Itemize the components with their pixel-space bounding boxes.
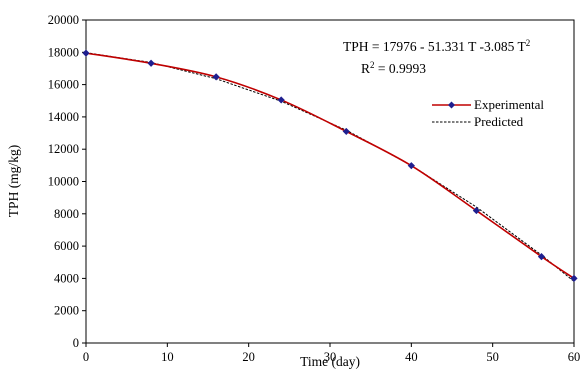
- x-tick-label: 50: [486, 350, 499, 364]
- y-tick-label: 10000: [48, 175, 79, 189]
- regression-equation-text: TPH = 17976 - 51.331 T -3.085 T: [343, 39, 526, 54]
- r-squared-symbol: R: [361, 61, 370, 76]
- y-tick-label: 6000: [54, 239, 79, 253]
- y-tick-label: 14000: [48, 110, 79, 124]
- experimental-data-point: [212, 73, 220, 81]
- legend-experimental-marker: [448, 101, 455, 109]
- x-tick-label: 60: [568, 350, 581, 364]
- y-axis-title: TPH (mg/kg): [6, 145, 21, 217]
- series-layer: [82, 49, 578, 282]
- experimental-data-point: [570, 274, 578, 282]
- x-tick-label: 20: [242, 350, 255, 364]
- y-tick-label: 18000: [48, 45, 79, 59]
- y-tick-label: 4000: [54, 271, 79, 285]
- y-tick-label: 16000: [48, 78, 79, 92]
- experimental-data-point: [537, 252, 546, 261]
- y-tick-label: 12000: [48, 142, 79, 156]
- y-tick-label: 0: [73, 336, 79, 350]
- x-tick-label: 30: [324, 350, 337, 364]
- legend: Experimental Predicted: [432, 97, 544, 129]
- x-tick-label: 40: [405, 350, 418, 364]
- experimental-data-point: [147, 59, 155, 67]
- x-axis: 0 10 20 30 40 50 60: [83, 343, 580, 364]
- experimental-data-point: [342, 127, 350, 136]
- experimental-data-point: [407, 162, 415, 170]
- experimental-data-point: [82, 49, 90, 57]
- r-squared: R2 = 0.9993: [361, 60, 426, 76]
- y-tick-label: 2000: [54, 304, 79, 318]
- legend-experimental-label: Experimental: [474, 97, 544, 112]
- legend-predicted-label: Predicted: [474, 114, 524, 129]
- x-tick-label: 10: [161, 350, 174, 364]
- r-squared-value: = 0.9993: [375, 61, 427, 76]
- y-tick-label: 8000: [54, 207, 79, 221]
- regression-equation: TPH = 17976 - 51.331 T -3.085 T2: [343, 38, 530, 54]
- experimental-data-point: [277, 96, 285, 104]
- y-tick-label: 20000: [48, 13, 79, 27]
- y-axis: 0 2000 4000 6000 8000 10000 12000 14000 16000 180…: [48, 13, 86, 350]
- x-tick-label: 0: [83, 350, 89, 364]
- regression-equation-exponent: 2: [526, 38, 531, 48]
- x-axis-title: Time (day): [300, 354, 360, 369]
- experimental-data-point: [472, 206, 480, 215]
- r-squared-exponent: 2: [370, 60, 375, 70]
